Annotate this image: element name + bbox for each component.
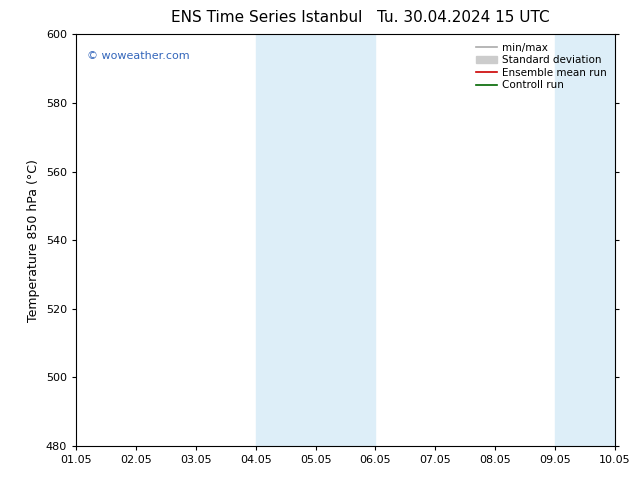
Text: © woweather.com: © woweather.com bbox=[87, 51, 190, 61]
Text: ENS Time Series Istanbul: ENS Time Series Istanbul bbox=[171, 10, 362, 25]
Bar bbox=[555, 34, 615, 446]
Text: Tu. 30.04.2024 15 UTC: Tu. 30.04.2024 15 UTC bbox=[377, 10, 549, 25]
Y-axis label: Temperature 850 hPa (°C): Temperature 850 hPa (°C) bbox=[27, 159, 40, 321]
Bar bbox=[316, 34, 375, 446]
Bar bbox=[256, 34, 316, 446]
Legend: min/max, Standard deviation, Ensemble mean run, Controll run: min/max, Standard deviation, Ensemble me… bbox=[473, 40, 610, 94]
